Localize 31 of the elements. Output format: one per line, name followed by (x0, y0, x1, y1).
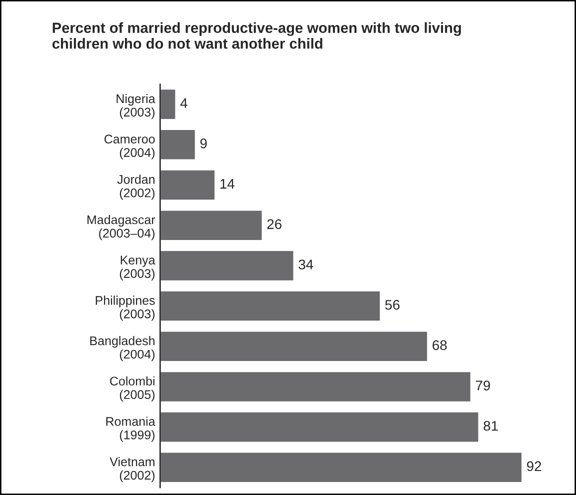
bar (160, 451, 523, 484)
bar (160, 330, 428, 362)
data-label: 92 (527, 461, 542, 472)
data-label: 4 (180, 98, 188, 108)
bar (160, 411, 480, 444)
bar (160, 209, 264, 242)
data-label: 79 (476, 380, 490, 390)
y-tick-label: Romania (1999) (106, 416, 156, 442)
data-label: 34 (298, 260, 314, 270)
bar (160, 250, 295, 282)
y-tick-label: Vietnam (2002) (110, 457, 154, 482)
data-label: 14 (220, 179, 234, 189)
y-tick-label: Cameroo (2004) (104, 134, 155, 160)
bar (160, 370, 472, 403)
bar (160, 290, 382, 322)
chart-title: Percent of married reproductive-age women with two living children who do not want another child (52, 22, 461, 49)
data-label: 9 (200, 138, 207, 148)
bar (160, 168, 216, 202)
y-tick-label: Jordan (2002) (117, 174, 154, 200)
data-label: 68 (432, 340, 447, 350)
y-tick-label: Bangladesh (2004) (90, 336, 154, 362)
y-tick-label: Colombi (2005) (110, 376, 154, 402)
data-label: 56 (385, 300, 400, 310)
data-label: 26 (267, 219, 282, 230)
y-tick-label: Kenya (2003) (120, 256, 156, 280)
y-tick-label: Madagascar (2003–04) (88, 214, 156, 240)
bar (160, 88, 177, 120)
bar (160, 128, 196, 161)
data-label: 81 (484, 420, 498, 431)
y-tick-label: Nigeria (2003) (116, 94, 156, 120)
y-tick-label: Philippines (2003) (96, 296, 155, 321)
